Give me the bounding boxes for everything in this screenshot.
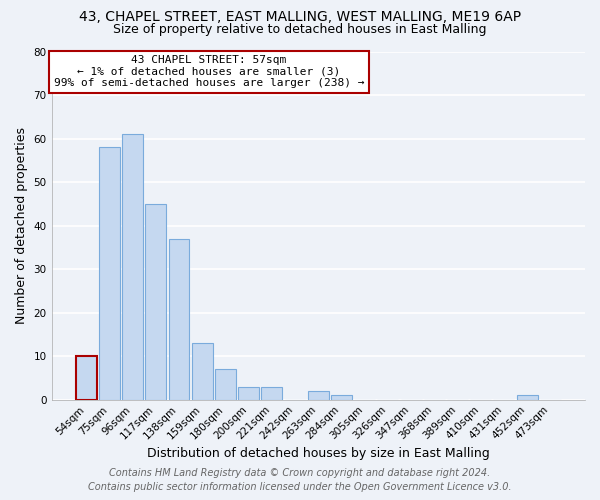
Bar: [238, 386, 259, 400]
Text: 43 CHAPEL STREET: 57sqm
← 1% of detached houses are smaller (3)
99% of semi-deta: 43 CHAPEL STREET: 57sqm ← 1% of detached…: [53, 55, 364, 88]
Bar: [517, 396, 538, 400]
Bar: [99, 148, 120, 400]
Text: Contains HM Land Registry data © Crown copyright and database right 2024.
Contai: Contains HM Land Registry data © Crown c…: [88, 468, 512, 492]
Bar: [331, 396, 352, 400]
Bar: [262, 386, 283, 400]
Bar: [169, 238, 190, 400]
Bar: [76, 356, 97, 400]
Bar: [308, 391, 329, 400]
Bar: [122, 134, 143, 400]
Text: 43, CHAPEL STREET, EAST MALLING, WEST MALLING, ME19 6AP: 43, CHAPEL STREET, EAST MALLING, WEST MA…: [79, 10, 521, 24]
Bar: [145, 204, 166, 400]
Bar: [192, 343, 212, 400]
Y-axis label: Number of detached properties: Number of detached properties: [15, 127, 28, 324]
X-axis label: Distribution of detached houses by size in East Malling: Distribution of detached houses by size …: [147, 447, 490, 460]
Bar: [215, 370, 236, 400]
Text: Size of property relative to detached houses in East Malling: Size of property relative to detached ho…: [113, 22, 487, 36]
